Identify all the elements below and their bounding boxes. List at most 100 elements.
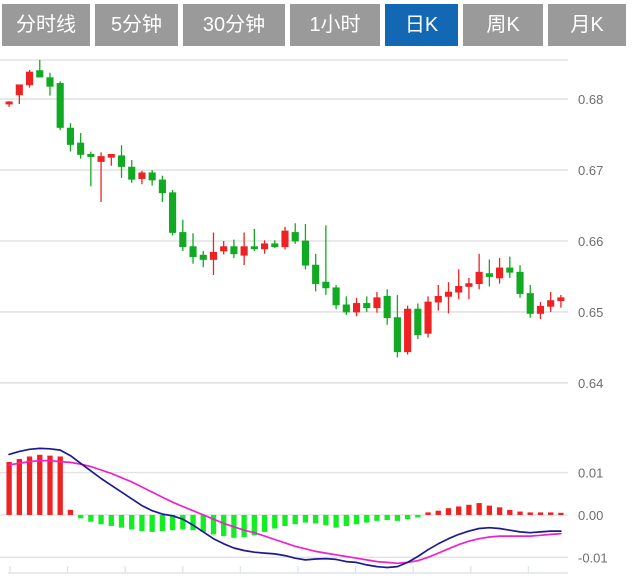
candlestick	[434, 285, 442, 311]
tab-label: 1小时	[309, 14, 361, 36]
candlestick	[383, 289, 391, 325]
candlestick	[485, 259, 493, 287]
timeframe-tabbar: 分时线 5分钟 30分钟 1小时 日K 周K 月K	[0, 0, 640, 50]
candlestick	[15, 84, 23, 105]
macd-bar	[261, 514, 268, 532]
macd-bar	[466, 504, 472, 515]
price-tick-label: 0.65	[578, 305, 603, 320]
macd-bar	[149, 514, 155, 532]
candle-body	[475, 271, 483, 284]
macd-histogram	[6, 454, 564, 538]
macd-bar	[435, 510, 441, 515]
candlestick	[158, 175, 166, 202]
macd-bar	[537, 512, 544, 515]
tab-label: 日K	[404, 14, 439, 36]
candle-body	[301, 240, 310, 266]
candle-body	[250, 246, 258, 250]
candle-body	[179, 232, 187, 248]
macd-bar	[108, 514, 114, 526]
candle-body	[56, 83, 64, 128]
macd-bar	[292, 514, 298, 525]
candlestick	[179, 219, 187, 251]
candle-body	[557, 297, 565, 302]
macd-bar	[200, 514, 206, 532]
macd-bar	[6, 461, 12, 515]
candle-body	[393, 317, 401, 353]
candle-body	[158, 179, 166, 194]
macd-bar	[476, 503, 482, 515]
macd-bar	[312, 514, 319, 524]
macd-bar	[16, 459, 22, 515]
candle-body	[169, 192, 177, 233]
candle-body	[209, 251, 218, 260]
candlestick	[352, 297, 361, 317]
tab-day-k[interactable]: 日K	[385, 4, 458, 46]
candlestick	[496, 258, 504, 284]
candle-body	[66, 127, 74, 145]
candle-body	[434, 295, 442, 303]
tab-30min[interactable]: 30分钟	[183, 4, 285, 46]
macd-bar	[333, 514, 339, 528]
macd-axis-labels: 0.01 0.00 -0.01	[578, 466, 608, 566]
tab-1hour[interactable]: 1小时	[290, 4, 380, 46]
candle-body	[271, 243, 279, 248]
tab-fenshixian[interactable]: 分时线	[2, 4, 90, 46]
macd-bar	[129, 514, 135, 530]
macd-bar	[241, 514, 247, 537]
candle-body	[424, 301, 432, 334]
macd-bar	[445, 508, 452, 515]
macd-bar	[272, 514, 278, 529]
candlestick	[547, 292, 555, 312]
candlestick	[189, 233, 197, 264]
candle-body	[506, 267, 514, 273]
macd-bar	[190, 514, 196, 531]
candlestick	[281, 226, 289, 250]
macd-bar	[394, 514, 401, 521]
candle-body	[455, 286, 463, 293]
candlestick	[250, 228, 258, 251]
candle-body	[128, 166, 136, 180]
macd-lines	[8, 447, 562, 569]
candle-body	[485, 273, 493, 277]
kline-chart[interactable]: 0.68 0.67 0.66 0.65 0.64 0.01 0.00 -0.01	[0, 50, 640, 582]
macd-bar	[251, 514, 258, 536]
tab-month-k[interactable]: 月K	[548, 4, 626, 46]
candle-body	[107, 154, 115, 158]
candlestick	[46, 72, 54, 96]
macd-bar	[210, 514, 217, 535]
macd-bar	[425, 512, 431, 515]
candlestick	[373, 292, 381, 313]
tab-label: 30分钟	[202, 14, 266, 36]
candlestick	[465, 277, 473, 300]
tab-label: 月K	[570, 14, 604, 36]
candle-body	[312, 264, 320, 284]
candle-body	[77, 142, 85, 155]
price-gridlines	[0, 59, 568, 384]
candlestick	[414, 303, 422, 339]
candlestick	[506, 256, 514, 278]
candlestick	[66, 123, 74, 152]
candlestick	[220, 241, 228, 255]
tab-week-k[interactable]: 周K	[463, 4, 543, 46]
candle-body	[117, 155, 126, 167]
candle-body	[189, 246, 197, 258]
candlestick	[240, 232, 248, 266]
price-tick-label: 0.67	[578, 163, 603, 178]
candlestick	[97, 152, 105, 202]
candle-body	[5, 101, 13, 105]
candlestick	[169, 189, 177, 236]
macd-bar	[507, 509, 513, 515]
candlestick	[557, 294, 565, 308]
macd-bar	[57, 456, 63, 515]
candle-body	[36, 70, 44, 78]
macd-bar	[26, 456, 33, 515]
macd-bar	[353, 514, 360, 525]
candlestick	[526, 285, 534, 318]
candle-body	[444, 291, 453, 297]
tab-label: 5分钟	[110, 14, 163, 36]
dif-line	[8, 447, 562, 569]
candle-body	[240, 246, 248, 256]
tab-5min[interactable]: 5分钟	[95, 4, 178, 46]
chart-stage[interactable]: 0.68 0.67 0.66 0.65 0.64 0.01 0.00 -0.01	[0, 50, 640, 582]
